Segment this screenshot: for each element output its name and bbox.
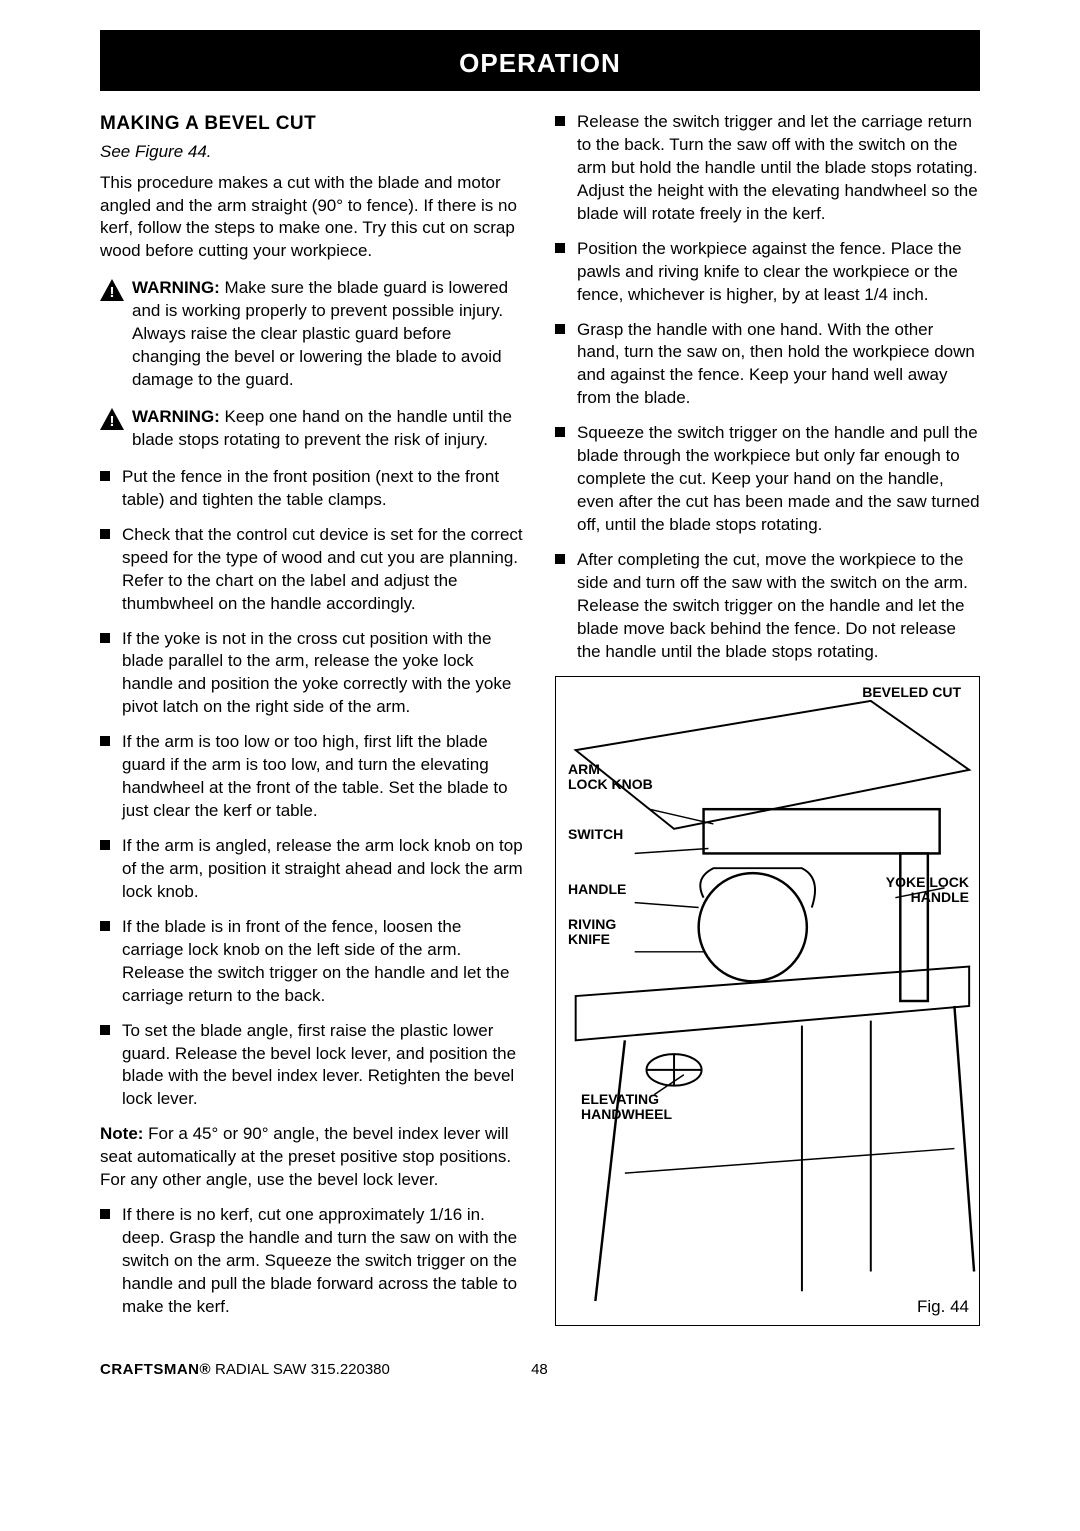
note-text: For a 45° or 90° angle, the bevel index … (100, 1124, 511, 1189)
list-item: If the arm is too low or too high, first… (100, 731, 525, 823)
content-columns: MAKING A BEVEL CUT See Figure 44. This p… (100, 111, 980, 1331)
list-item: Put the fence in the front position (nex… (100, 466, 525, 512)
list-item: If the blade is in front of the fence, l… (100, 916, 525, 1008)
bullet-list-right: Release the switch trigger and let the c… (555, 111, 980, 664)
list-item: Squeeze the switch trigger on the handle… (555, 422, 980, 537)
warning-icon: ! (100, 279, 124, 308)
list-item: Check that the control cut device is set… (100, 524, 525, 616)
warning-icon: ! (100, 408, 124, 437)
right-column: Release the switch trigger and let the c… (555, 111, 980, 1331)
see-figure: See Figure 44. (100, 141, 525, 164)
note-block: Note: For a 45° or 90° angle, the bevel … (100, 1123, 525, 1192)
list-item: If the yoke is not in the cross cut posi… (100, 628, 525, 720)
list-item: Release the switch trigger and let the c… (555, 111, 980, 226)
bullet-list-2: If there is no kerf, cut one approximate… (100, 1204, 525, 1319)
intro-paragraph: This procedure makes a cut with the blad… (100, 172, 525, 264)
footer-brand: CRAFTSMAN® (100, 1361, 211, 1378)
label-arm-lock-knob: ARM LOCK KNOB (568, 762, 653, 793)
label-beveled-cut: BEVELED CUT (862, 685, 961, 700)
left-column: MAKING A BEVEL CUT See Figure 44. This p… (100, 111, 525, 1331)
label-elevating-handwheel: ELEVATING HANDWHEEL (581, 1092, 672, 1123)
warning-1-text: WARNING: Make sure the blade guard is lo… (132, 277, 525, 392)
label-switch: SWITCH (568, 827, 623, 842)
warning-label: WARNING: (132, 407, 220, 426)
label-handle: HANDLE (568, 882, 626, 897)
list-item: If the arm is angled, release the arm lo… (100, 835, 525, 904)
page-number: 48 (394, 1361, 685, 1378)
warning-1: ! WARNING: Make sure the blade guard is … (100, 277, 525, 392)
figure-caption: Fig. 44 (917, 1296, 969, 1319)
list-item: Grasp the handle with one hand. With the… (555, 319, 980, 411)
figure-44: BEVELED CUT ARM LOCK KNOB SWITCH HANDLE … (555, 676, 980, 1326)
list-item: To set the blade angle, first raise the … (100, 1020, 525, 1112)
svg-text:!: ! (110, 284, 115, 301)
footer-product: RADIAL SAW 315.220380 (215, 1361, 390, 1378)
label-riving-knife: RIVING KNIFE (568, 917, 616, 948)
note-label: Note: (100, 1124, 143, 1143)
bullet-list-1: Put the fence in the front position (nex… (100, 466, 525, 1111)
operation-banner: OPERATION (100, 30, 980, 91)
list-item: If there is no kerf, cut one approximate… (100, 1204, 525, 1319)
warning-label: WARNING: (132, 278, 220, 297)
page-footer: CRAFTSMAN® RADIAL SAW 315.220380 48 (100, 1361, 980, 1378)
list-item: Position the workpiece against the fence… (555, 238, 980, 307)
label-yoke-lock: YOKE LOCK HANDLE (886, 875, 969, 906)
warning-2-text: WARNING: Keep one hand on the handle unt… (132, 406, 525, 452)
list-item: After completing the cut, move the workp… (555, 549, 980, 664)
svg-text:!: ! (110, 413, 115, 430)
warning-2: ! WARNING: Keep one hand on the handle u… (100, 406, 525, 452)
section-title: MAKING A BEVEL CUT (100, 111, 525, 137)
